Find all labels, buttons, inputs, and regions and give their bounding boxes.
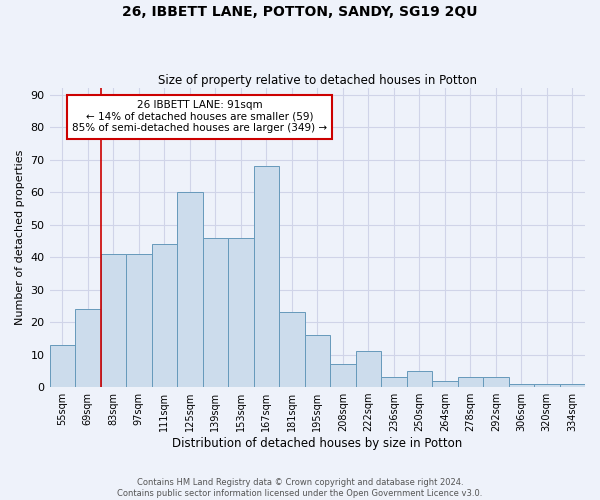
Bar (50, 345, 75, 387)
Bar (509, 384, 534, 387)
Bar (101, 254, 126, 387)
Bar (177, 192, 203, 387)
Text: 26, IBBETT LANE, POTTON, SANDY, SG19 2QU: 26, IBBETT LANE, POTTON, SANDY, SG19 2QU (122, 5, 478, 19)
Bar (356, 352, 381, 387)
Bar (228, 238, 254, 387)
X-axis label: Distribution of detached houses by size in Potton: Distribution of detached houses by size … (172, 437, 463, 450)
Bar (381, 378, 407, 387)
Bar (483, 378, 509, 387)
Bar (254, 166, 279, 387)
Bar (330, 364, 356, 387)
Bar (126, 254, 152, 387)
Bar (560, 384, 585, 387)
Bar (458, 378, 483, 387)
Bar (407, 371, 432, 387)
Bar (432, 380, 458, 387)
Bar (279, 312, 305, 387)
Bar (534, 384, 560, 387)
Text: 26 IBBETT LANE: 91sqm
← 14% of detached houses are smaller (59)
85% of semi-deta: 26 IBBETT LANE: 91sqm ← 14% of detached … (72, 100, 327, 134)
Bar (203, 238, 228, 387)
Bar (305, 335, 330, 387)
Bar (75, 309, 101, 387)
Title: Size of property relative to detached houses in Potton: Size of property relative to detached ho… (158, 74, 477, 87)
Y-axis label: Number of detached properties: Number of detached properties (15, 150, 25, 326)
Bar (152, 244, 177, 387)
Text: Contains HM Land Registry data © Crown copyright and database right 2024.
Contai: Contains HM Land Registry data © Crown c… (118, 478, 482, 498)
